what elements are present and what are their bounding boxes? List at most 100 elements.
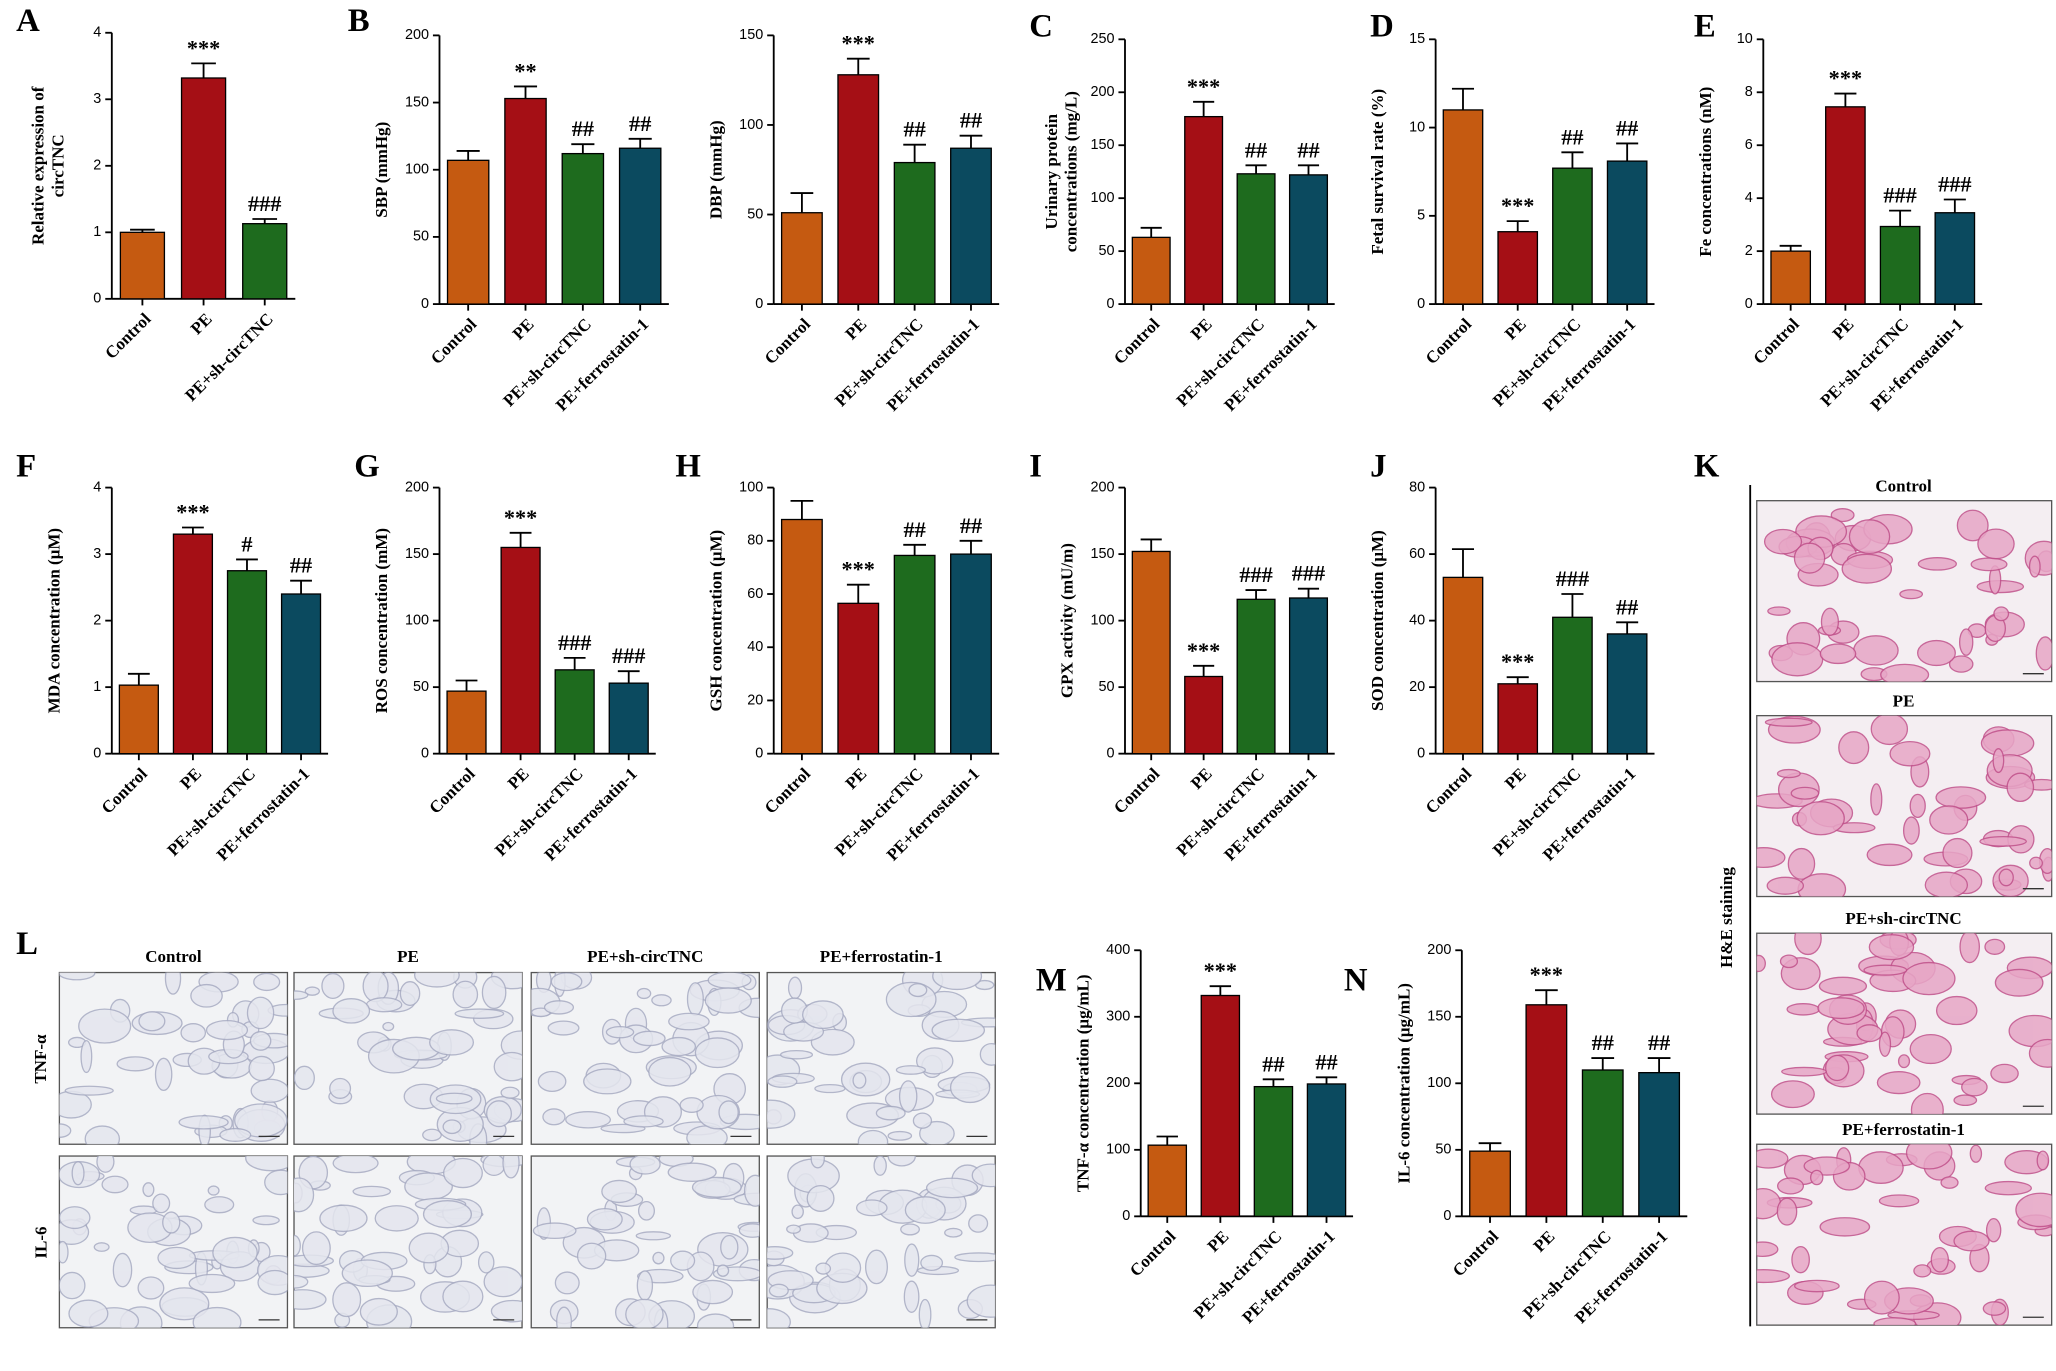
x-tick-label: Control bbox=[1449, 1227, 1503, 1281]
bar bbox=[1442, 576, 1484, 755]
y-tick-label: 2 bbox=[93, 612, 101, 628]
bar bbox=[1306, 1083, 1347, 1217]
tissue-blob bbox=[352, 1185, 392, 1198]
y-tick-label: 100 bbox=[1106, 1142, 1130, 1158]
tissue-blob bbox=[365, 997, 403, 1013]
significance: ## bbox=[1616, 594, 1638, 619]
tissue-blob bbox=[362, 972, 389, 1003]
tissue-blob bbox=[696, 1313, 735, 1328]
tissue-blob bbox=[1776, 1197, 1798, 1226]
y-tick-label: 100 bbox=[1090, 190, 1114, 206]
tissue-blob bbox=[1909, 793, 1926, 819]
micrograph bbox=[293, 1155, 523, 1329]
tissue-blob bbox=[632, 1030, 666, 1047]
bar bbox=[1606, 160, 1648, 305]
tissue bbox=[59, 972, 288, 1145]
x-tick-label: Control bbox=[98, 764, 152, 818]
tissue-blob bbox=[738, 1223, 760, 1238]
tissue-blob bbox=[93, 1242, 110, 1252]
x-tick-label: Control bbox=[425, 764, 479, 818]
tissue-blob bbox=[1868, 934, 1915, 961]
significance: *** bbox=[842, 557, 875, 582]
tissue-blob bbox=[332, 1156, 379, 1174]
y-tick-label: 400 bbox=[1106, 942, 1130, 958]
tissue-blob bbox=[1917, 557, 1957, 571]
tissue-blob bbox=[966, 1284, 996, 1318]
y-tick-label: 50 bbox=[1098, 243, 1114, 259]
tissue-blob bbox=[264, 1169, 288, 1196]
x-tick-label: PE+ferrostatin-1 bbox=[1867, 315, 1967, 415]
tissue-blob bbox=[1870, 783, 1883, 816]
y-tick-label: 3 bbox=[93, 91, 101, 107]
y-tick-label: 0 bbox=[1106, 745, 1114, 761]
tissue-blob bbox=[1998, 868, 2014, 887]
tissue-blob bbox=[59, 1206, 91, 1230]
tissue-blob bbox=[2006, 772, 2035, 803]
y-axis-label: SBP (mmHg) bbox=[372, 122, 391, 218]
tissue-blob bbox=[1958, 628, 1974, 656]
significance: ### bbox=[558, 630, 591, 655]
bar bbox=[500, 546, 541, 755]
tissue-blob bbox=[661, 1036, 697, 1057]
significance: ## bbox=[572, 116, 594, 141]
panel-letter: D bbox=[1370, 8, 1394, 44]
tissue-blob bbox=[1909, 1033, 1952, 1065]
significance: # bbox=[241, 531, 252, 556]
y-tick-label: 4 bbox=[1745, 190, 1753, 206]
y-axis-label: SOD concentration (μM) bbox=[1368, 530, 1387, 711]
tissue-blob bbox=[1786, 1003, 1820, 1016]
tissue-blob bbox=[2028, 555, 2041, 578]
y-tick-label: 0 bbox=[1745, 296, 1753, 312]
tissue-blob bbox=[1838, 731, 1870, 765]
tissue-blob bbox=[667, 1162, 717, 1182]
tissue-blob bbox=[903, 1280, 920, 1313]
x-tick-label: PE bbox=[509, 315, 538, 344]
tissue-blob bbox=[452, 980, 479, 1009]
y-tick-label: 100 bbox=[405, 162, 429, 178]
bar bbox=[1236, 598, 1276, 755]
tissue-blob bbox=[159, 1287, 210, 1321]
tissue-blob bbox=[623, 1115, 664, 1128]
tissue-blob bbox=[692, 1279, 734, 1305]
tissue-blob bbox=[648, 1056, 692, 1087]
tissue-blob bbox=[257, 1269, 288, 1296]
column-title: Control bbox=[145, 947, 202, 966]
tissue-blob bbox=[908, 983, 928, 998]
panel-letter: I bbox=[1029, 449, 1042, 485]
micrograph bbox=[58, 1155, 289, 1329]
tissue-blob bbox=[1866, 843, 1913, 867]
tissue-blob bbox=[1781, 1066, 1827, 1077]
bar bbox=[1131, 236, 1171, 305]
tissue-blob bbox=[341, 1259, 393, 1288]
significance: ** bbox=[514, 58, 536, 83]
y-axis-label: ROS concentration (mM) bbox=[372, 528, 391, 713]
tissue-blob bbox=[1902, 961, 1956, 996]
tissue-blob bbox=[547, 1020, 580, 1036]
tissue-blob bbox=[968, 1214, 989, 1233]
tissue-blob bbox=[550, 972, 583, 992]
tissue bbox=[767, 972, 996, 1145]
bar bbox=[1879, 225, 1921, 305]
tissue-blob bbox=[2028, 1038, 2052, 1068]
tissue-blob bbox=[815, 1262, 832, 1275]
x-tick-label: Control bbox=[1110, 764, 1164, 818]
tissue-blob bbox=[493, 1051, 523, 1082]
y-tick-label: 2 bbox=[93, 158, 101, 174]
row-label: TNF-α bbox=[31, 1034, 50, 1084]
tissue-blob bbox=[1953, 1094, 1978, 1107]
y-tick-label: 100 bbox=[1090, 612, 1114, 628]
y-tick-label: 1 bbox=[93, 224, 101, 240]
tissue-blob bbox=[537, 1070, 567, 1093]
bar bbox=[1525, 1004, 1568, 1217]
tissue-blob bbox=[586, 1207, 623, 1231]
tissue-blob bbox=[601, 1179, 637, 1204]
micrograph bbox=[530, 971, 760, 1145]
tissue-blob bbox=[1830, 508, 1855, 523]
tissue-blob bbox=[319, 1204, 368, 1233]
tissue-blob bbox=[246, 996, 275, 1030]
tissue-blob bbox=[1905, 1144, 1953, 1170]
tissue-blob bbox=[1779, 954, 1799, 969]
tissue-blob bbox=[919, 1120, 955, 1145]
x-tick-label: PE bbox=[1501, 764, 1530, 793]
y-tick-label: 10 bbox=[1409, 119, 1425, 135]
